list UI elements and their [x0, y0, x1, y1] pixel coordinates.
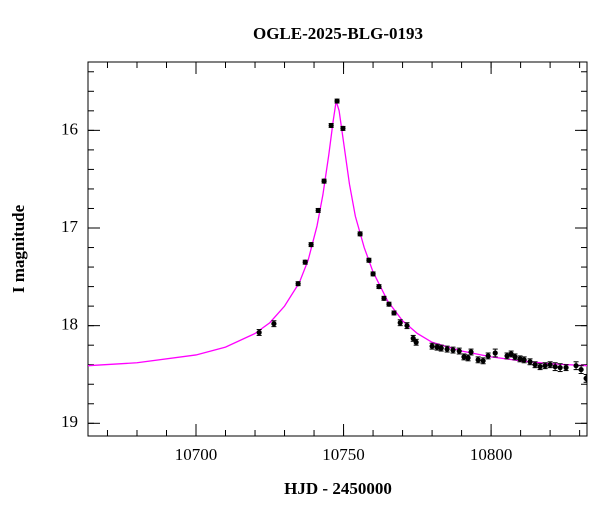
data-point: [480, 358, 486, 364]
y-tick-label: 17: [61, 217, 79, 236]
x-tick-label: 10700: [175, 445, 218, 464]
data-point: [573, 363, 579, 369]
data-point: [429, 343, 435, 349]
data-point: [404, 323, 410, 329]
x-tick-label: 10800: [470, 445, 513, 464]
data-point: [315, 207, 321, 214]
data-point: [308, 242, 314, 248]
y-tick-label: 16: [61, 119, 78, 138]
data-point: [532, 362, 538, 368]
data-point: [563, 365, 569, 371]
data-point: [334, 98, 340, 104]
data-point: [376, 283, 382, 290]
x-axis-label: HJD - 2450000: [284, 479, 392, 498]
data-point: [357, 231, 363, 237]
x-tick-label: 10750: [322, 445, 365, 464]
plot-area: [88, 98, 587, 383]
data-point: [578, 366, 584, 373]
data-point: [521, 357, 527, 363]
plot-frame: [87, 61, 588, 437]
data-point: [302, 259, 308, 265]
data-point: [256, 329, 262, 336]
data-point: [413, 339, 419, 345]
chart-title: OGLE-2025-BLG-0193: [253, 24, 423, 43]
data-point: [542, 363, 548, 369]
data-point: [386, 301, 392, 307]
data-point: [450, 347, 456, 353]
data-point: [583, 375, 587, 381]
data-point: [552, 364, 558, 370]
data-point: [397, 320, 403, 326]
data-point: [370, 271, 376, 277]
data-point: [512, 354, 518, 360]
data-point: [508, 351, 514, 357]
data-point: [547, 362, 553, 368]
data-point: [504, 353, 510, 359]
data-point: [537, 364, 543, 370]
y-tick-label: 19: [61, 412, 78, 431]
data-point: [517, 356, 523, 362]
data-point: [328, 122, 334, 129]
data-point: [461, 354, 467, 360]
data-point: [434, 344, 440, 350]
data-point: [340, 125, 346, 132]
data-point: [468, 349, 474, 355]
data-point: [465, 355, 471, 361]
data-point: [271, 321, 277, 327]
data-point: [366, 257, 372, 263]
data-point: [527, 359, 533, 365]
data-point: [444, 346, 450, 352]
data-point: [438, 345, 444, 351]
data-point: [557, 365, 563, 371]
data-point: [295, 281, 301, 287]
y-tick-label: 18: [61, 315, 78, 334]
data-point: [485, 353, 491, 359]
y-axis-label: I magnitude: [9, 204, 28, 293]
data-point: [475, 357, 481, 363]
model-curve: [88, 100, 587, 367]
data-point: [321, 178, 327, 184]
data-point: [391, 310, 397, 316]
data-point: [456, 348, 462, 354]
data-point: [381, 295, 387, 301]
data-point: [492, 350, 498, 356]
